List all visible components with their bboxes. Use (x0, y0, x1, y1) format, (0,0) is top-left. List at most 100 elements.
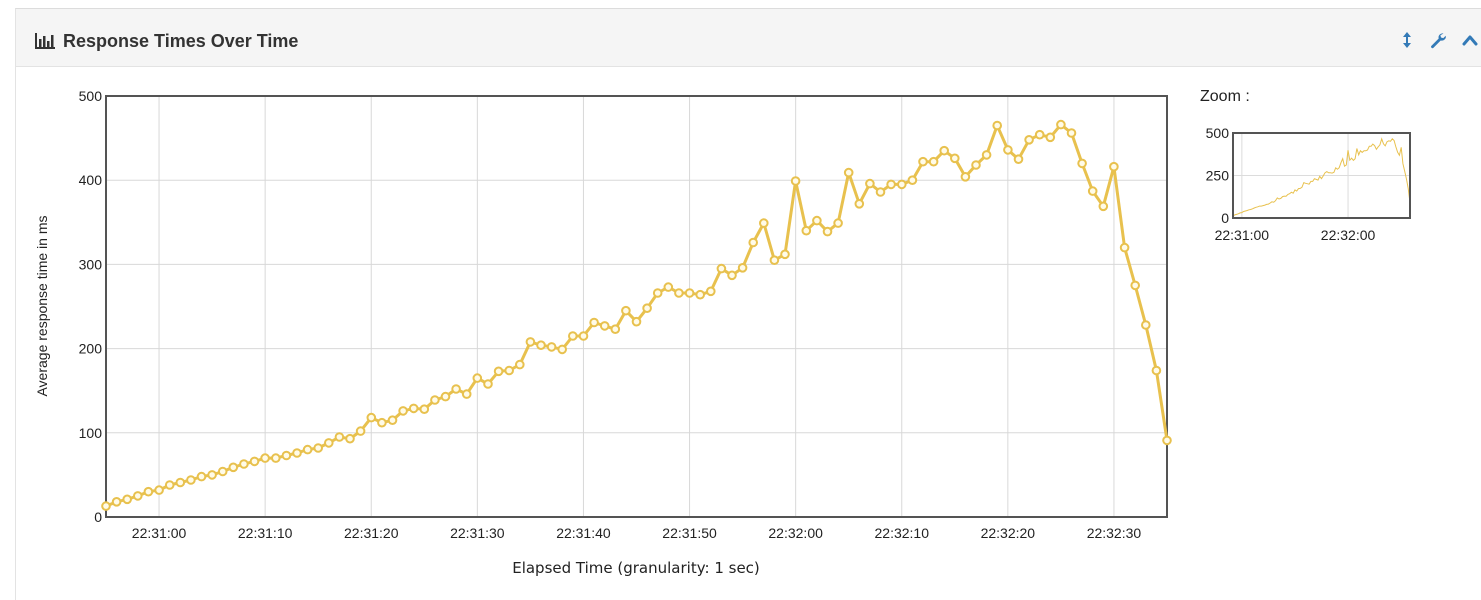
data-point[interactable] (833, 218, 843, 228)
data-point[interactable] (440, 391, 451, 402)
data-point[interactable] (1130, 280, 1140, 291)
data-point[interactable] (461, 389, 472, 399)
data-point[interactable] (992, 120, 1003, 131)
data-point[interactable] (812, 215, 822, 226)
data-point[interactable] (801, 225, 812, 236)
data-point[interactable] (960, 172, 971, 182)
data-point[interactable] (950, 153, 960, 164)
data-point[interactable] (928, 156, 939, 167)
data-point[interactable] (578, 331, 589, 341)
data-point[interactable] (345, 433, 355, 444)
zoom-series[interactable] (1232, 137, 1411, 217)
data-point[interactable] (217, 466, 228, 477)
data-point[interactable] (663, 282, 674, 292)
data-point[interactable] (727, 270, 737, 281)
data-point[interactable] (493, 366, 504, 377)
data-point[interactable] (430, 395, 440, 405)
data-point[interactable] (1087, 186, 1098, 196)
data-point[interactable] (854, 199, 865, 209)
data-point[interactable] (1034, 129, 1045, 140)
data-point[interactable] (865, 178, 875, 189)
data-point[interactable] (164, 480, 175, 490)
data-point[interactable] (536, 340, 546, 351)
data-point[interactable] (355, 426, 366, 436)
data-point[interactable] (281, 450, 292, 461)
data-point[interactable] (589, 317, 599, 328)
data-point[interactable] (695, 289, 706, 300)
data-point[interactable] (971, 160, 981, 170)
data-point[interactable] (843, 167, 854, 178)
data-point[interactable] (249, 456, 260, 467)
data-point[interactable] (143, 486, 154, 497)
data-point[interactable] (101, 501, 111, 511)
data-point[interactable] (207, 470, 217, 480)
data-point[interactable] (186, 475, 196, 485)
chevron-up-icon[interactable] (1461, 31, 1479, 49)
data-point[interactable] (907, 175, 918, 185)
data-point[interactable] (918, 156, 928, 167)
data-point[interactable] (334, 432, 345, 442)
data-point[interactable] (1077, 158, 1087, 169)
data-point[interactable] (621, 305, 631, 316)
data-point[interactable] (599, 321, 610, 331)
data-point[interactable] (939, 145, 950, 156)
data-point[interactable] (652, 288, 663, 298)
data-point[interactable] (196, 471, 207, 482)
data-point[interactable] (451, 384, 461, 394)
data-point[interactable] (239, 459, 249, 469)
data-point[interactable] (387, 415, 398, 426)
data-point[interactable] (1003, 145, 1013, 155)
data-point[interactable] (175, 477, 186, 488)
data-point[interactable] (1151, 365, 1162, 376)
data-point[interactable] (408, 403, 419, 414)
vertical-resize-icon[interactable] (1398, 31, 1416, 49)
data-point[interactable] (1045, 132, 1056, 143)
data-point[interactable] (419, 404, 430, 415)
data-point[interactable] (366, 412, 377, 423)
data-point[interactable] (324, 438, 334, 448)
data-point[interactable] (642, 303, 652, 314)
data-point[interactable] (790, 176, 801, 186)
data-point[interactable] (557, 344, 568, 355)
data-point[interactable] (706, 286, 716, 297)
data-point[interactable] (610, 324, 621, 335)
data-point[interactable] (1109, 161, 1119, 172)
data-point[interactable] (684, 288, 695, 298)
data-point[interactable] (377, 417, 387, 428)
data-point[interactable] (472, 373, 483, 383)
data-point[interactable] (504, 365, 515, 376)
data-point[interactable] (313, 443, 324, 453)
data-point[interactable] (260, 453, 270, 463)
data-point[interactable] (525, 337, 536, 347)
data-point[interactable] (1098, 201, 1109, 212)
data-point[interactable] (398, 406, 408, 416)
data-point[interactable] (483, 379, 493, 389)
data-point[interactable] (546, 342, 557, 352)
wrench-icon[interactable] (1429, 31, 1447, 49)
data-point[interactable] (515, 359, 525, 370)
data-point[interactable] (1024, 135, 1034, 145)
data-point[interactable] (780, 249, 790, 260)
data-point[interactable] (271, 453, 281, 463)
data-point[interactable] (302, 444, 313, 455)
data-point[interactable] (111, 497, 122, 507)
data-point[interactable] (1066, 128, 1077, 138)
data-point[interactable] (228, 462, 239, 473)
data-point[interactable] (568, 331, 578, 341)
data-point[interactable] (1013, 154, 1024, 164)
data-point[interactable] (1056, 119, 1066, 130)
data-point[interactable] (1162, 435, 1172, 446)
data-point[interactable] (981, 150, 992, 160)
data-point[interactable] (897, 179, 907, 190)
data-point[interactable] (875, 187, 886, 197)
data-point[interactable] (1141, 320, 1151, 330)
data-point[interactable] (822, 226, 833, 237)
data-point[interactable] (759, 218, 769, 228)
data-point[interactable] (674, 288, 684, 298)
data-point[interactable] (737, 263, 748, 273)
data-point[interactable] (748, 237, 759, 248)
data-point[interactable] (1119, 242, 1130, 253)
data-point[interactable] (154, 485, 164, 495)
data-point[interactable] (886, 179, 896, 190)
data-point[interactable] (292, 448, 302, 458)
